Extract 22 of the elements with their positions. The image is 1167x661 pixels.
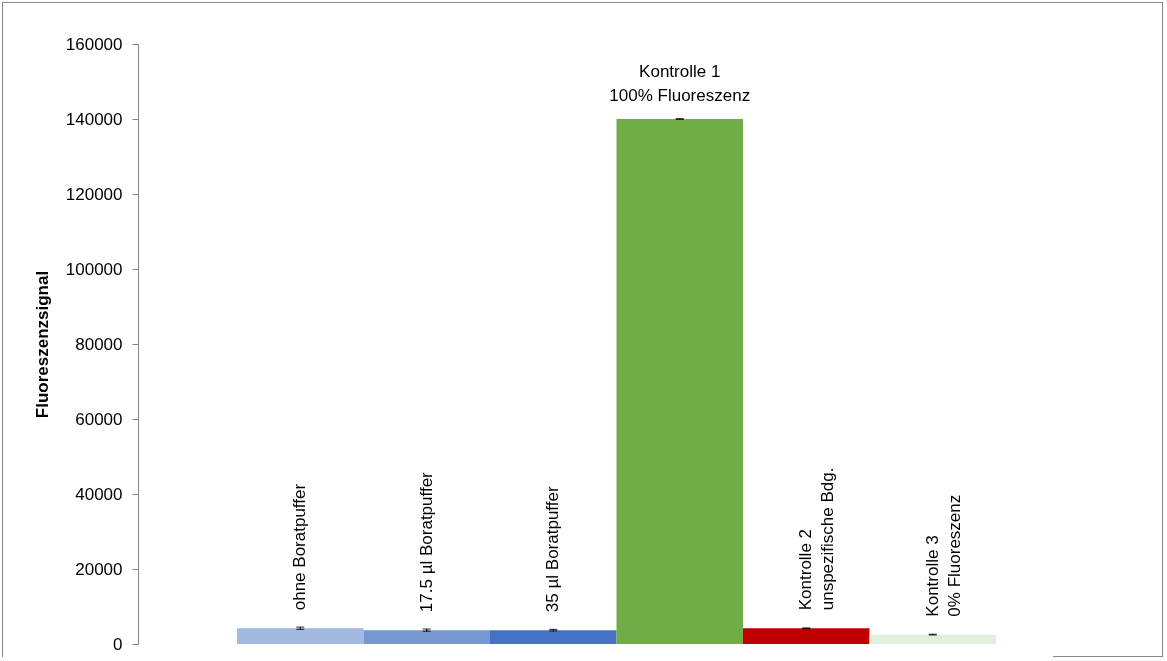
y-tick-label: 0 (113, 634, 123, 654)
y-tick-label: 100000 (65, 259, 123, 279)
x-tick-label: 17.5 µl Boratpuffer (416, 471, 436, 613)
y-tick-label: 80000 (75, 334, 123, 354)
x-tick-label: Kontrolle 3 0% Fluoreszenz (922, 494, 964, 617)
x-tick-label: Kontrolle 1 100% Fluoreszenz (609, 62, 751, 105)
bar (869, 634, 996, 644)
x-tick-label: 35 µl Boratpuffer (543, 486, 563, 613)
y-tick-label: 140000 (65, 109, 123, 129)
y-tick-label: 160000 (65, 34, 123, 54)
x-tick-label: ohne Boratpuffer (290, 483, 310, 611)
bar (237, 628, 364, 644)
y-tick-label: 20000 (75, 559, 123, 579)
x-tick-label: Kontrolle 2 unspezifische Bdg. (796, 467, 838, 611)
bar (490, 630, 617, 644)
bar (743, 628, 870, 644)
y-tick-label: 40000 (75, 484, 123, 504)
y-tick-label: 120000 (65, 184, 123, 204)
y-axis-title: Fluoreszenzsignal (32, 270, 52, 419)
y-tick-label: 60000 (75, 409, 123, 429)
bar (616, 119, 743, 644)
bar (363, 630, 490, 644)
